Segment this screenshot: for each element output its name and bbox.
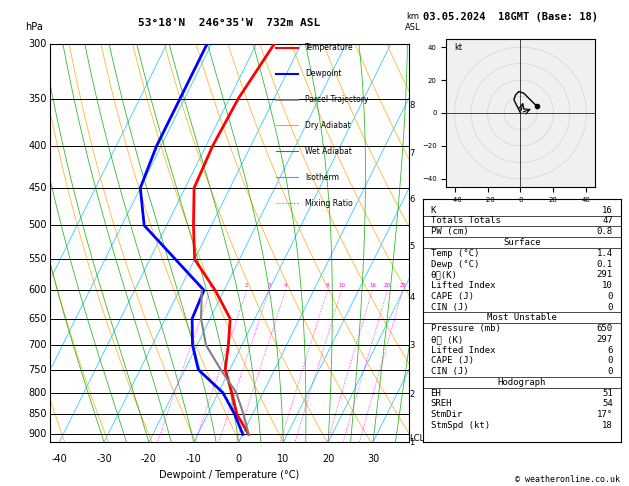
Text: 10: 10: [602, 281, 613, 290]
Text: 6: 6: [409, 195, 415, 204]
Text: Most Unstable: Most Unstable: [487, 313, 557, 322]
Text: 550: 550: [28, 254, 47, 264]
Text: 30: 30: [367, 454, 379, 464]
Text: 700: 700: [28, 340, 47, 350]
Text: 10: 10: [277, 454, 289, 464]
Text: 10: 10: [338, 283, 345, 288]
Text: km
ASL: km ASL: [404, 12, 420, 32]
Text: PW (cm): PW (cm): [431, 227, 468, 236]
Text: LCL: LCL: [409, 434, 425, 443]
Text: 6: 6: [608, 346, 613, 355]
Text: Hodograph: Hodograph: [498, 378, 546, 387]
Text: 2: 2: [245, 283, 248, 288]
Text: Surface: Surface: [503, 238, 540, 247]
Text: Dewp (°C): Dewp (°C): [431, 260, 479, 268]
Text: 20: 20: [384, 283, 391, 288]
Text: 4: 4: [284, 283, 287, 288]
Text: StmDir: StmDir: [431, 410, 463, 419]
Text: 500: 500: [28, 221, 47, 230]
Text: 51: 51: [602, 389, 613, 398]
Text: Temp (°C): Temp (°C): [431, 249, 479, 258]
Text: θ₞(K): θ₞(K): [431, 270, 457, 279]
Text: CAPE (J): CAPE (J): [431, 292, 474, 301]
Text: 0.1: 0.1: [597, 260, 613, 268]
Text: Dewpoint: Dewpoint: [305, 69, 342, 78]
Text: 0: 0: [608, 303, 613, 312]
Text: Mixing Ratio: Mixing Ratio: [305, 199, 353, 208]
Text: 350: 350: [28, 94, 47, 104]
Text: 400: 400: [28, 141, 47, 151]
Text: 0: 0: [608, 367, 613, 376]
Text: 16: 16: [602, 206, 613, 215]
Text: 900: 900: [28, 430, 47, 439]
Text: kt: kt: [454, 43, 462, 52]
Text: 17°: 17°: [597, 410, 613, 419]
Text: 300: 300: [28, 39, 47, 49]
Text: θ₞ (K): θ₞ (K): [431, 335, 463, 344]
Text: Dewpoint / Temperature (°C): Dewpoint / Temperature (°C): [160, 470, 299, 480]
Text: 650: 650: [597, 324, 613, 333]
Text: Mixing Ratio (g/kg): Mixing Ratio (g/kg): [440, 203, 449, 283]
Text: hPa: hPa: [25, 22, 43, 32]
Text: 53°18'N  246°35'W  732m ASL: 53°18'N 246°35'W 732m ASL: [138, 18, 321, 28]
Text: © weatheronline.co.uk: © weatheronline.co.uk: [515, 474, 620, 484]
Text: K: K: [431, 206, 436, 215]
Text: Pressure (mb): Pressure (mb): [431, 324, 501, 333]
Text: Lifted Index: Lifted Index: [431, 346, 495, 355]
Text: 5: 5: [409, 242, 415, 251]
Text: 54: 54: [602, 399, 613, 408]
Text: 25: 25: [399, 283, 406, 288]
Text: 16: 16: [369, 283, 376, 288]
Text: 750: 750: [28, 364, 47, 375]
Text: 3: 3: [267, 283, 271, 288]
Text: 650: 650: [28, 313, 47, 324]
Text: CAPE (J): CAPE (J): [431, 356, 474, 365]
Text: 800: 800: [28, 387, 47, 398]
Text: Wet Adiabat: Wet Adiabat: [305, 147, 352, 156]
Text: Temperature: Temperature: [305, 43, 353, 52]
Text: 03.05.2024  18GMT (Base: 18): 03.05.2024 18GMT (Base: 18): [423, 12, 598, 22]
Text: 47: 47: [602, 216, 613, 226]
Text: 600: 600: [28, 285, 47, 295]
Text: 1: 1: [209, 283, 212, 288]
Text: CIN (J): CIN (J): [431, 367, 468, 376]
Text: 18: 18: [602, 421, 613, 430]
Text: -20: -20: [141, 454, 157, 464]
Text: Lifted Index: Lifted Index: [431, 281, 495, 290]
Text: 4: 4: [409, 293, 415, 302]
Text: 291: 291: [597, 270, 613, 279]
Text: 8: 8: [409, 101, 415, 110]
Text: -40: -40: [52, 454, 67, 464]
Text: 20: 20: [322, 454, 335, 464]
Text: -10: -10: [186, 454, 202, 464]
Text: Totals Totals: Totals Totals: [431, 216, 501, 226]
Text: 0: 0: [235, 454, 242, 464]
Text: 0: 0: [608, 356, 613, 365]
Text: 0.8: 0.8: [597, 227, 613, 236]
Text: 297: 297: [597, 335, 613, 344]
Text: 1.4: 1.4: [597, 249, 613, 258]
Text: 7: 7: [409, 149, 415, 157]
Text: 850: 850: [28, 409, 47, 419]
Text: 1: 1: [409, 438, 415, 447]
Text: Parcel Trajectory: Parcel Trajectory: [305, 95, 369, 104]
Text: 2: 2: [409, 390, 415, 399]
Text: 450: 450: [28, 183, 47, 193]
Text: SREH: SREH: [431, 399, 452, 408]
Text: 0: 0: [608, 292, 613, 301]
Text: CIN (J): CIN (J): [431, 303, 468, 312]
Text: 3: 3: [409, 341, 415, 349]
Text: -30: -30: [96, 454, 112, 464]
Text: StmSpd (kt): StmSpd (kt): [431, 421, 490, 430]
Text: Dry Adiabat: Dry Adiabat: [305, 121, 350, 130]
Text: 8: 8: [326, 283, 330, 288]
Text: Isotherm: Isotherm: [305, 173, 339, 182]
Text: EH: EH: [431, 389, 442, 398]
